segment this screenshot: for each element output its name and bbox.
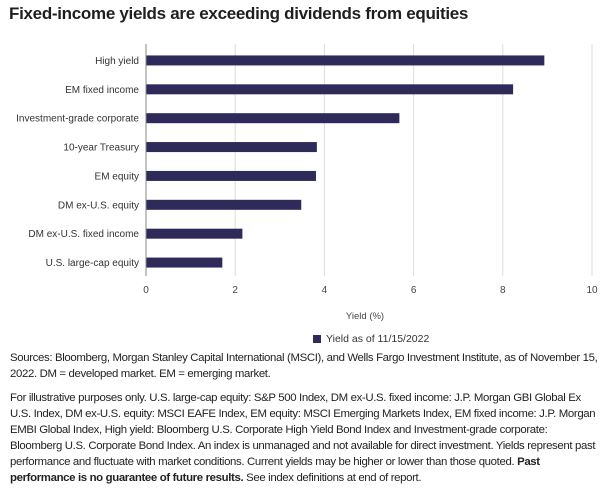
x-tick-label: 2	[232, 285, 238, 296]
bar	[146, 257, 223, 268]
bar	[146, 199, 302, 210]
chart-title: Fixed-income yields are exceeding divide…	[9, 4, 469, 23]
x-tick-label: 0	[143, 285, 149, 296]
x-tick-label: 6	[411, 285, 417, 296]
category-label: 10-year Treasury	[63, 143, 139, 154]
category-label: Investment-grade corporate	[16, 114, 139, 125]
disclaimer-text: For illustrative purposes only. U.S. lar…	[10, 392, 596, 468]
disclaimer-note: For illustrative purposes only. U.S. lar…	[10, 390, 600, 486]
x-tick-label: 10	[586, 285, 598, 296]
bar	[146, 84, 514, 95]
category-label: EM equity	[95, 171, 139, 182]
category-label: DM ex-U.S. equity	[58, 200, 139, 211]
legend: Yield as of 11/15/2022	[313, 333, 429, 345]
x-tick-label: 8	[500, 285, 506, 296]
legend-label: Yield as of 11/15/2022	[326, 333, 430, 345]
bar	[146, 170, 316, 181]
bar	[146, 55, 545, 66]
disclaimer-bold: Past performance is no guarantee of futu…	[10, 456, 540, 484]
x-tick-label: 4	[322, 285, 328, 296]
disclaimer-end: See index definitions at end of report.	[246, 472, 422, 484]
category-label: EM fixed income	[65, 85, 139, 96]
sources-note: Sources: Bloomberg, Morgan Stanley Capit…	[10, 352, 598, 380]
category-label: U.S. large-cap equity	[46, 258, 139, 269]
bar	[146, 142, 317, 153]
bar	[146, 228, 243, 239]
x-axis-label: Yield (%)	[346, 311, 384, 322]
bar	[146, 113, 400, 124]
category-label: DM ex-U.S. fixed income	[28, 229, 139, 240]
category-label: High yield	[95, 56, 139, 67]
legend-swatch	[313, 335, 321, 343]
bar-chart: High yield EM fixed income Investment-grad…	[16, 44, 598, 322]
